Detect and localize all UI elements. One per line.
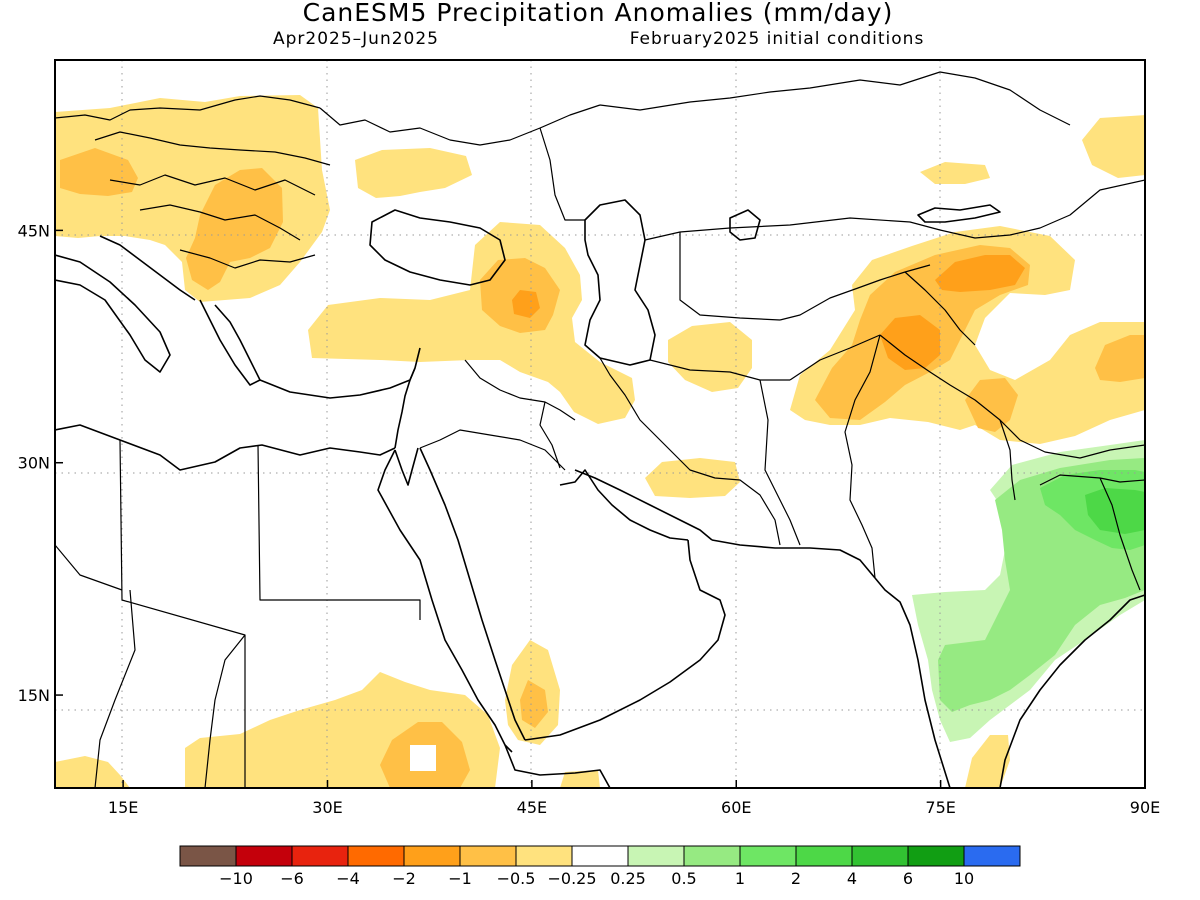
anomaly-arabia-north: [645, 458, 740, 498]
colorbar-label: 2: [791, 869, 801, 888]
anomaly-bangladesh-peak: [1085, 488, 1145, 534]
anomaly-mongolia: [1082, 115, 1145, 178]
colorbar-label: 6: [903, 869, 913, 888]
anomaly-central-europe-core: [60, 148, 138, 196]
colorbar-label: −1: [448, 869, 472, 888]
lat-tick-label: 45N: [18, 221, 50, 240]
map-title: CanESM5 Precipitation Anomalies (mm/day): [303, 0, 894, 27]
colorbar-swatch: [515, 845, 573, 867]
lon-tick-label: 90E: [1130, 798, 1160, 817]
colorbar-label: −10: [219, 869, 253, 888]
anomaly-armenia-peak: [512, 290, 540, 318]
anomaly-yemen-core: [520, 680, 548, 728]
lon-tick-label: 30E: [312, 798, 342, 817]
colorbar-swatch: [963, 845, 1021, 867]
forecast-period: Apr2025–Jun2025: [273, 29, 439, 49]
map-plot-area: [55, 60, 1145, 788]
colorbar-label: 0.25: [610, 869, 646, 888]
country-borders: [55, 71, 1145, 788]
lon-tick-label: 75E: [925, 798, 955, 817]
anomaly-south-india: [965, 735, 1010, 788]
anomaly-arabia-south: [560, 770, 600, 788]
colorbar-swatch: [571, 845, 629, 867]
map-frame: [54, 59, 1146, 789]
coastlines: [55, 199, 1145, 788]
colorbar-swatch: [683, 845, 741, 867]
colorbar-swatch: [739, 845, 797, 867]
colorbar-label: 1: [735, 869, 745, 888]
colorbar-swatch: [179, 845, 237, 867]
colorbar-swatch: [627, 845, 685, 867]
anomaly-tianshan-core: [935, 255, 1025, 292]
lon-tick-label: 45E: [517, 798, 547, 817]
colorbar-swatch: [403, 845, 461, 867]
anomaly-tibet-plateau-core: [1095, 335, 1145, 382]
colorbar-swatch: [235, 845, 293, 867]
anomaly-ukraine-steppe: [355, 148, 472, 198]
colorbar-label: 10: [954, 869, 974, 888]
anomaly-anatolia-caucasus: [308, 222, 635, 424]
colorbar-label: −2: [392, 869, 416, 888]
anomaly-balkans-core: [186, 168, 283, 290]
colorbar-swatch: [907, 845, 965, 867]
lat-tick-label: 30N: [18, 454, 50, 473]
colorbar-label: 0.5: [671, 869, 696, 888]
lat-tick-label: 15N: [18, 686, 50, 705]
colorbar-swatch: [347, 845, 405, 867]
colorbar-swatch: [459, 845, 517, 867]
initial-conditions: February2025 initial conditions: [630, 29, 925, 49]
colorbar-label: −0.25: [547, 869, 596, 888]
anomaly-north-iran: [668, 322, 752, 392]
colorbar: −10 −6 −4 −2 −1 −0.5 −0.25 0.25 0.5 1 2 4 6 10: [179, 845, 1021, 888]
latitude-ticks: 45N 30N 15N: [18, 221, 63, 705]
map-gridlines: [55, 60, 1145, 788]
colorbar-label: −0.5: [497, 869, 536, 888]
colorbar-swatch: [795, 845, 853, 867]
colorbar-label: 4: [847, 869, 857, 888]
anomaly-himalaya-core: [880, 315, 940, 370]
anomaly-nepal-core: [965, 378, 1018, 432]
colorbar-label: −4: [336, 869, 360, 888]
lon-tick-label: 15E: [108, 798, 138, 817]
lon-tick-label: 60E: [721, 798, 751, 817]
colorbar-swatch: [291, 845, 349, 867]
colorbar-swatch: [851, 845, 909, 867]
longitude-ticks: 15E 30E 45E 60E 75E 90E: [108, 780, 1160, 817]
anomaly-kazakhstan: [920, 162, 990, 184]
anomaly-ethiopia-gap: [410, 745, 436, 771]
colorbar-label: −6: [280, 869, 304, 888]
